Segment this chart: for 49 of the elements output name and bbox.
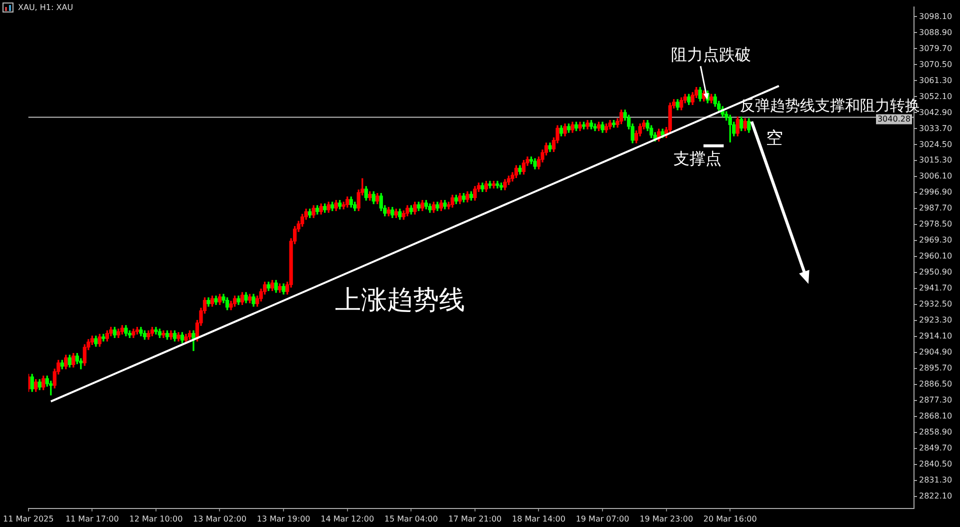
y-tick-label: 2849.70 bbox=[919, 444, 952, 453]
y-tick-label: 2840.50 bbox=[919, 460, 952, 469]
y-tick-label: 2886.50 bbox=[919, 380, 952, 389]
y-tick-label: 2868.10 bbox=[919, 412, 952, 421]
y-tick-label: 3015.30 bbox=[919, 156, 952, 165]
ref-line-label: 3040.28 bbox=[877, 114, 911, 124]
x-tick-label: 14 Mar 12:00 bbox=[320, 514, 374, 524]
x-tick-label: 17 Mar 21:00 bbox=[448, 514, 502, 524]
annotation: 上涨趋势线 bbox=[335, 286, 466, 316]
y-tick-label: 2950.90 bbox=[919, 268, 952, 277]
y-tick-label: 2831.30 bbox=[919, 476, 952, 485]
y-tick-label: 2822.10 bbox=[919, 492, 952, 501]
x-tick-label: 11 Mar 17:00 bbox=[65, 514, 119, 524]
y-tick-label: 3033.70 bbox=[919, 124, 952, 133]
x-tick-label: 19 Mar 07:00 bbox=[576, 514, 630, 524]
y-tick-label: 3088.90 bbox=[919, 28, 952, 37]
y-tick-label: 2969.30 bbox=[919, 236, 952, 245]
x-tick-label: 11 Mar 2025 bbox=[3, 514, 54, 524]
y-tick-label: 2960.10 bbox=[919, 252, 952, 261]
y-tick-label: 2858.90 bbox=[919, 428, 952, 437]
annotation: 空 bbox=[766, 128, 784, 148]
y-tick-label: 2923.30 bbox=[919, 316, 952, 325]
y-tick-label: 2895.70 bbox=[919, 364, 952, 373]
y-tick-label: 2996.90 bbox=[919, 188, 952, 197]
x-tick-label: 12 Mar 10:00 bbox=[129, 514, 183, 524]
y-tick-label: 2904.90 bbox=[919, 348, 952, 357]
y-tick-label: 2978.50 bbox=[919, 220, 952, 229]
y-tick-label: 2941.70 bbox=[919, 284, 952, 293]
x-tick-label: 19 Mar 23:00 bbox=[640, 514, 694, 524]
y-tick-label: 3024.50 bbox=[919, 140, 952, 149]
x-tick-label: 20 Mar 16:00 bbox=[703, 514, 757, 524]
y-tick-label: 3098.10 bbox=[919, 12, 952, 21]
x-tick-label: 15 Mar 04:00 bbox=[384, 514, 438, 524]
y-tick-label: 3052.10 bbox=[919, 92, 952, 101]
y-tick-label: 3079.70 bbox=[919, 44, 952, 53]
y-tick-label: 3006.10 bbox=[919, 172, 952, 181]
chart-title: XAU, H1: XAU bbox=[18, 3, 74, 12]
y-tick-label: 2877.30 bbox=[919, 396, 952, 405]
y-tick-label: 3042.90 bbox=[919, 108, 952, 117]
x-tick-label: 18 Mar 14:00 bbox=[512, 514, 566, 524]
y-tick-label: 3070.50 bbox=[919, 60, 952, 69]
y-tick-label: 2932.50 bbox=[919, 300, 952, 309]
annotation: 支撑点 bbox=[674, 149, 722, 168]
annotation: 阻力点跌破 bbox=[671, 45, 752, 64]
x-tick-label: 13 Mar 02:00 bbox=[193, 514, 246, 524]
y-tick-label: 3061.30 bbox=[919, 76, 952, 85]
x-tick-label: 13 Mar 19:00 bbox=[256, 514, 310, 524]
y-tick-label: 2914.10 bbox=[919, 332, 952, 341]
y-tick-label: 2987.70 bbox=[919, 204, 952, 213]
